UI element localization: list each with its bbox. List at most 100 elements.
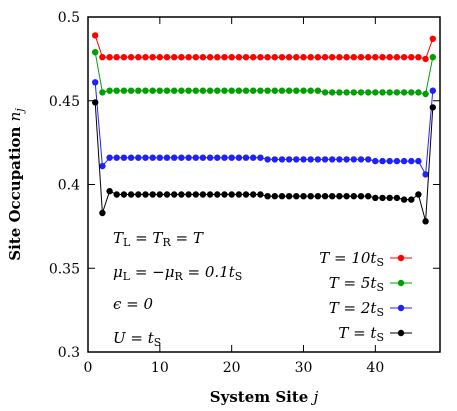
parameter-annotation: U = tS​ [113,329,161,349]
data-point [149,154,156,161]
data-point [285,54,293,61]
data-point [206,154,214,161]
x-tick-label: 20 [223,360,241,376]
data-point [343,156,350,163]
data-point [163,191,171,198]
data-point [142,154,149,161]
data-point [178,87,185,94]
legend-label: T = 5tS​ [329,274,384,294]
data-point [185,191,192,198]
data-point [300,54,307,61]
data-point [214,154,221,161]
data-point [163,54,171,61]
data-point [429,35,436,42]
data-point [321,156,329,163]
data-point [372,54,379,61]
parameter-annotation: ϵ = 0 [113,295,154,313]
data-point [199,191,207,198]
data-point [106,188,113,195]
data-point [250,154,257,161]
data-point [329,89,336,96]
data-point [127,154,135,161]
data-point [135,154,142,161]
data-point [379,89,386,96]
data-point [350,54,357,61]
data-point [429,54,436,61]
data-point [357,156,365,163]
data-point [221,54,228,61]
data-point [228,54,235,61]
data-point [142,191,149,198]
data-point [329,193,336,200]
data-point [422,55,429,63]
data-point [415,191,422,198]
data-point [228,87,235,94]
data-point [178,54,185,61]
data-point [221,87,228,94]
data-point [400,89,408,96]
data-point [372,89,379,96]
data-point [127,54,135,61]
data-point [178,154,185,161]
data-point [278,156,286,163]
data-point [379,157,386,165]
parameter-annotation: TL​ = TR​ = T [113,229,204,249]
x-tick-label: 10 [151,360,169,376]
data-point [221,154,228,161]
data-point [386,54,393,61]
data-point [250,54,257,61]
data-point [135,54,142,61]
data-point [264,156,271,163]
legend-swatch-marker [397,279,405,287]
data-point [92,79,99,86]
data-point [386,194,393,202]
data-point [379,194,386,202]
data-point [149,191,156,198]
data-point [307,87,314,94]
data-point [271,54,278,61]
data-point [235,154,243,161]
data-point [300,193,307,200]
data-point [99,162,106,170]
data-point [135,191,142,198]
data-point [285,156,293,163]
data-point [206,54,214,61]
data-point [163,154,171,161]
data-point [336,89,343,96]
data-point [185,154,192,161]
data-point [365,156,372,163]
annotations: TL​ = TR​ = T μL​ = −μR​ = 0.1tS​ ϵ = 0 U =… [113,229,242,349]
data-point [379,54,386,61]
y-tick-label: 0.45 [49,94,80,110]
y-tick-label: 0.35 [49,261,80,277]
data-point [336,54,343,61]
data-point [120,191,128,198]
series-3 [92,99,436,225]
data-point [422,90,429,98]
y-tick-label: 0.3 [58,345,80,361]
data-point [192,54,199,61]
data-point [372,194,379,202]
legend-swatch-marker [397,329,405,337]
data-point [214,54,221,61]
data-point [365,193,372,200]
data-point [422,171,429,178]
y-tick-label: 0.5 [58,10,80,26]
data-point [314,87,322,94]
data-point [350,89,357,96]
data-point [307,193,314,200]
plot-area [92,32,436,225]
legend: T = 10tS​ T = 5tS​ T = 2tS​ T = tS​ [319,249,412,344]
data-point [408,54,415,61]
data-point [400,54,408,61]
data-point [285,87,293,94]
x-tick-label: 40 [366,360,384,376]
data-point [300,87,307,94]
data-point [343,54,350,61]
data-point [192,191,199,198]
data-point [257,154,264,161]
data-point [113,54,120,61]
legend-swatch-marker [397,254,405,262]
data-point [171,191,178,198]
